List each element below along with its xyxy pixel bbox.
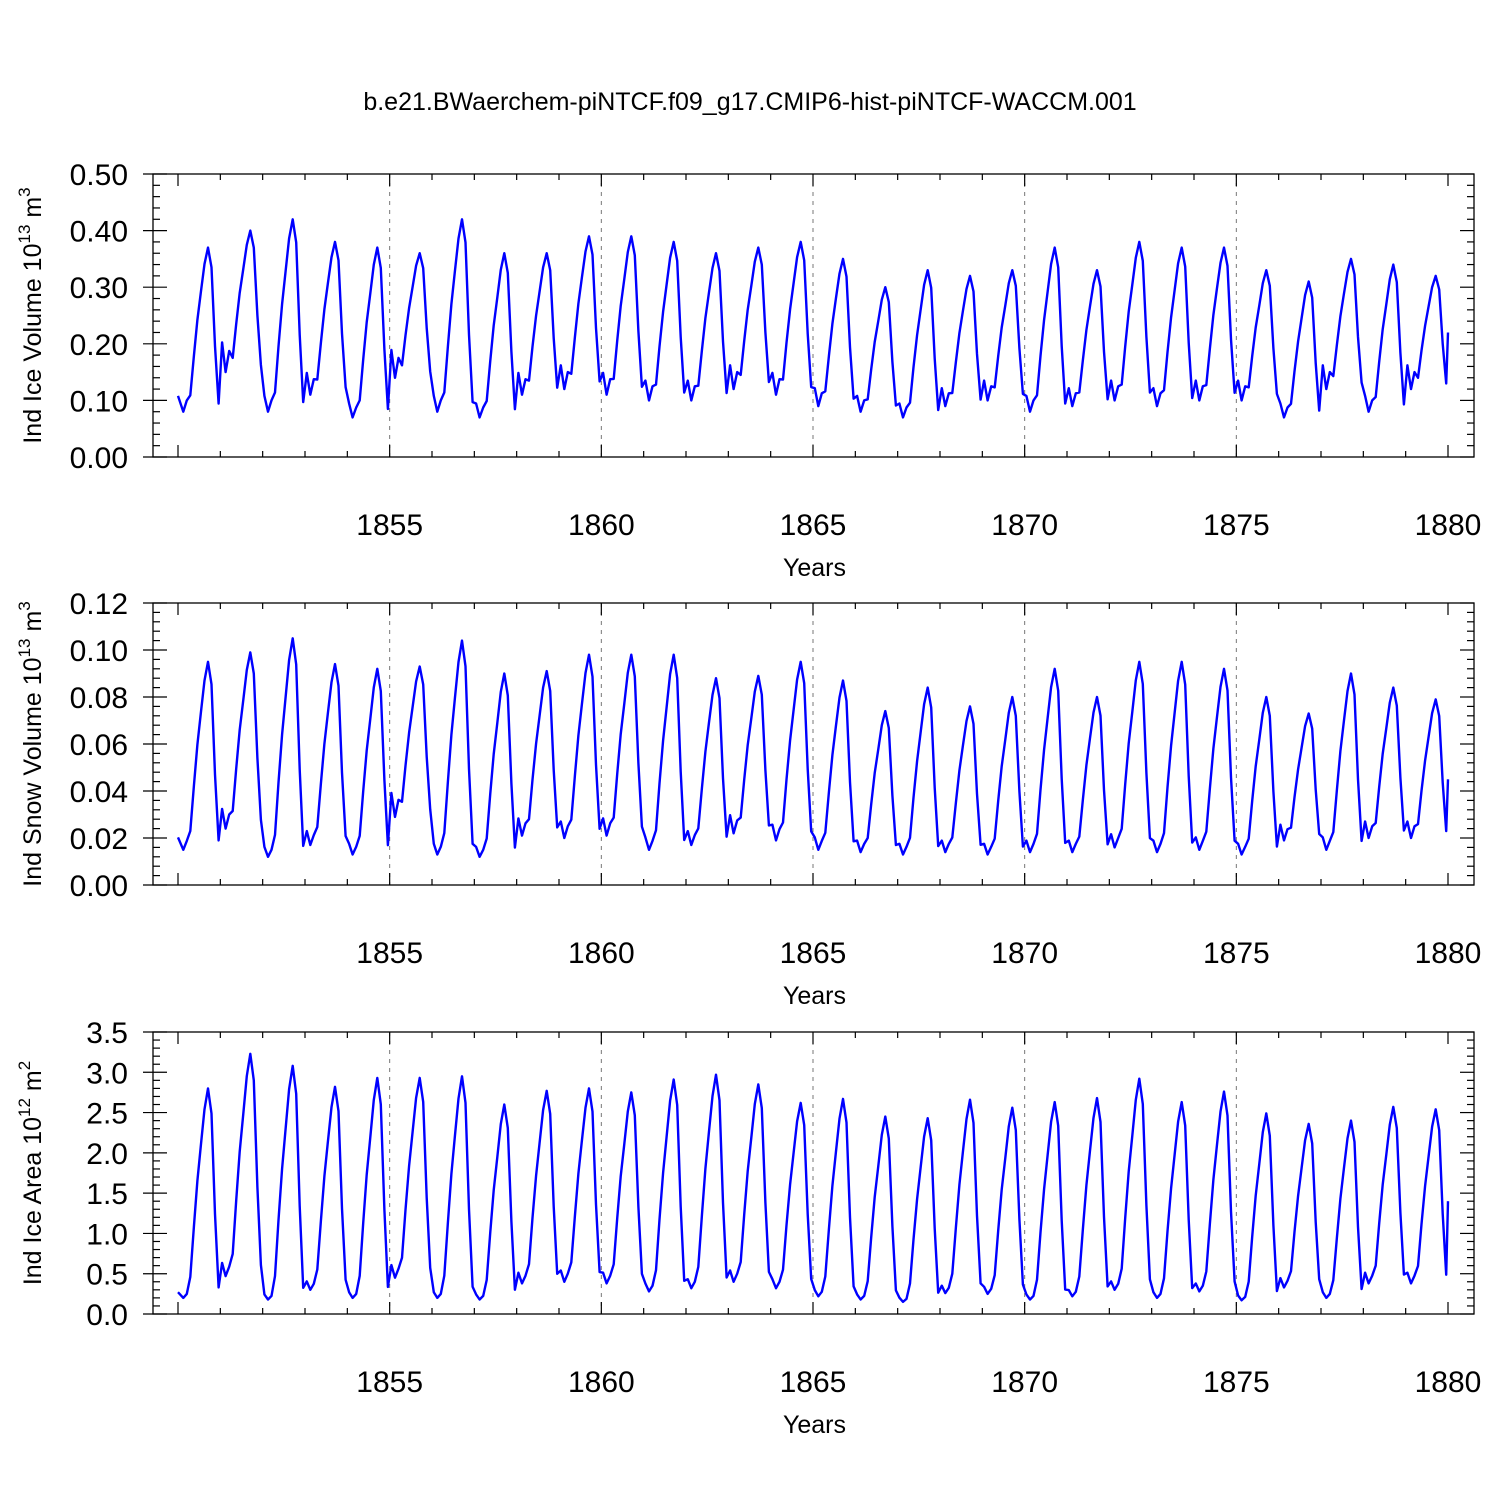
x-tick-labels: 1855 1860 1865 1870 1875 1880 <box>356 509 1481 542</box>
x-tick-label: 1880 <box>1415 1366 1482 1399</box>
x-axis-label: Years <box>783 1411 846 1439</box>
x-tick-label: 1865 <box>780 1366 847 1399</box>
x-tick-label: 1870 <box>991 1366 1058 1399</box>
x-tick-label: 1875 <box>1203 937 1270 970</box>
axis-ticks <box>143 173 1474 458</box>
x-tick-label: 1865 <box>780 509 847 542</box>
y-tick-label: 0.5 <box>86 1259 128 1292</box>
y-tick-label: 1.0 <box>86 1218 128 1251</box>
axis-ticks <box>143 1031 1474 1315</box>
x-tick-label: 1870 <box>991 509 1058 542</box>
x-tick-label: 1860 <box>568 509 635 542</box>
plot-frame <box>152 173 1475 458</box>
panel-ice-area: 0.0 0.5 1.0 1.5 2.0 2.5 3.0 3.5 1855 1860 1865 187… <box>15 1017 1481 1439</box>
x-tick-label: 1865 <box>780 937 847 970</box>
x-axis-label: Years <box>783 554 846 582</box>
x-tick-label: 1870 <box>991 937 1058 970</box>
y-tick-label: 3.0 <box>86 1057 128 1090</box>
x-tick-labels: 1855 1860 1865 1870 1875 1880 <box>356 1366 1481 1399</box>
y-tick-label: 2.5 <box>86 1098 128 1131</box>
y-tick-label: 0.10 <box>70 635 128 668</box>
y-tick-label: 0.02 <box>70 823 128 856</box>
panel-ice-volume: 0.00 0.10 0.20 0.30 0.40 0.50 1855 1860 1865 187… <box>15 159 1481 582</box>
x-axis-label: Years <box>783 982 846 1010</box>
y-tick-label: 0.08 <box>70 682 128 715</box>
x-tick-label: 1855 <box>356 509 423 542</box>
x-tick-label: 1880 <box>1415 937 1482 970</box>
y-tick-label: 1.5 <box>86 1178 128 1211</box>
x-tick-label: 1860 <box>568 937 635 970</box>
x-tick-label: 1875 <box>1203 1366 1270 1399</box>
panel-snow-volume: 0.00 0.02 0.04 0.06 0.08 0.10 0.12 1855 1860 186… <box>15 588 1481 1010</box>
x-tick-label: 1855 <box>356 1366 423 1399</box>
axis-ticks <box>143 602 1474 886</box>
y-tick-label: 0.06 <box>70 729 128 762</box>
y-axis-label: Ind Ice Area 1012 m2 <box>15 1061 47 1285</box>
y-tick-label: 3.5 <box>86 1017 128 1050</box>
x-tick-label: 1860 <box>568 1366 635 1399</box>
y-tick-label: 0.00 <box>70 442 128 475</box>
plot-frame <box>152 1031 1475 1315</box>
y-tick-labels: 0.00 0.10 0.20 0.30 0.40 0.50 <box>70 159 128 475</box>
chart-title: b.e21.BWaerchem-piNTCF.f09_g17.CMIP6-his… <box>363 88 1136 116</box>
y-axis-label: Ind Snow Volume 1013 m3 <box>15 601 47 887</box>
snow-volume-series-line <box>176 637 1450 858</box>
y-tick-label: 0.40 <box>70 216 128 249</box>
y-tick-labels: 0.0 0.5 1.0 1.5 2.0 2.5 3.0 3.5 <box>86 1017 128 1332</box>
x-tick-label: 1855 <box>356 937 423 970</box>
y-tick-label: 0.20 <box>70 329 128 362</box>
y-axis-label: Ind Ice Volume 1013 m3 <box>15 187 47 443</box>
y-tick-label: 0.0 <box>86 1299 128 1332</box>
x-tick-labels: 1855 1860 1865 1870 1875 1880 <box>356 937 1481 970</box>
plot-frame <box>152 602 1475 886</box>
ice-volume-series-line <box>176 218 1450 419</box>
y-tick-label: 0.00 <box>70 870 128 903</box>
y-tick-label: 0.12 <box>70 588 128 621</box>
grid-lines <box>389 603 1237 885</box>
ice-area-series-line <box>177 1052 1450 1304</box>
y-tick-label: 0.04 <box>70 776 128 809</box>
y-tick-label: 0.10 <box>70 385 128 418</box>
y-tick-labels: 0.00 0.02 0.04 0.06 0.08 0.10 0.12 <box>70 588 128 903</box>
x-tick-label: 1880 <box>1415 509 1482 542</box>
x-tick-label: 1875 <box>1203 509 1270 542</box>
y-tick-label: 0.50 <box>70 159 128 192</box>
y-tick-label: 0.30 <box>70 272 128 305</box>
y-tick-label: 2.0 <box>86 1138 128 1171</box>
grid-lines <box>389 174 1237 457</box>
grid-lines <box>389 1032 1237 1314</box>
